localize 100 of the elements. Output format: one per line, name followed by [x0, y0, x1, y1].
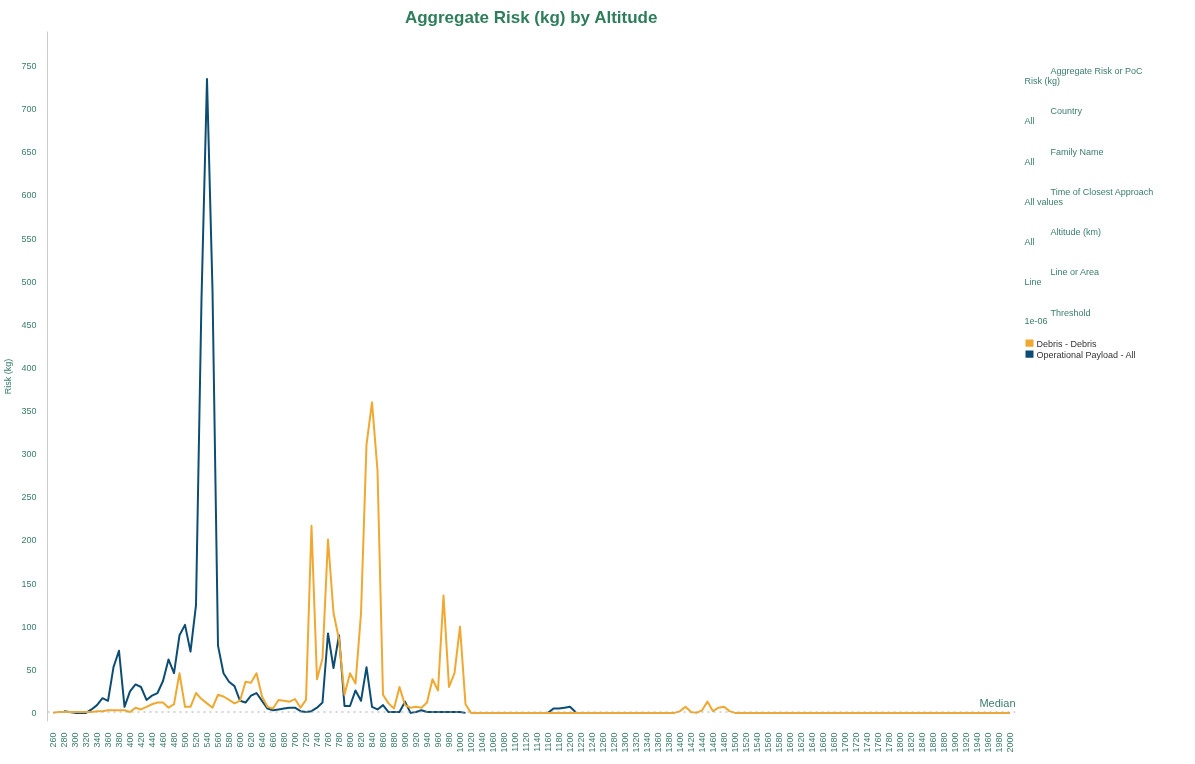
text: All [1024, 156, 1035, 167]
x-tick-label: 920 [411, 732, 421, 748]
x-tick-label: 320 [81, 732, 91, 748]
y-tick-label: 50 [26, 664, 37, 675]
y-tick-label: 250 [21, 492, 37, 503]
x-tick-label: 1180 [554, 732, 564, 752]
x-tick-label: 680 [279, 732, 289, 748]
x-tick-label: 980 [444, 732, 454, 748]
x-tick-label: 1900 [950, 732, 960, 753]
x-tick-label: 1540 [752, 732, 762, 753]
y-tick-label: 700 [21, 104, 37, 115]
x-tick-label: 1260 [598, 732, 608, 753]
x-tick-label: 1320 [631, 732, 641, 753]
x-tick-label: 260 [48, 732, 58, 748]
x-tick-label: 1560 [763, 732, 773, 753]
x-tick-label: 700 [290, 732, 300, 748]
x-tick-label: 1240 [587, 732, 597, 753]
x-tick-label: 620 [246, 732, 256, 748]
x-tick-label: 1780 [884, 732, 894, 753]
x-tick-label: 1080 [499, 732, 509, 753]
x-tick-label: 300 [70, 732, 80, 748]
x-tick-label: 1420 [686, 732, 696, 753]
x-tick-label: 940 [422, 732, 432, 748]
y-tick-label: 650 [21, 147, 37, 158]
x-tick-label: 600 [235, 732, 245, 748]
text: Family Name [1050, 146, 1104, 157]
text: Threshold [1050, 307, 1091, 318]
x-tick-label: 900 [400, 732, 410, 748]
x-tick-label: 740 [312, 732, 322, 748]
x-tick-label: 1880 [939, 732, 949, 753]
y-tick-label: 750 [21, 61, 37, 71]
x-tick-label: 540 [202, 732, 212, 748]
legend-label: Operational Payload - All [1036, 349, 1136, 360]
x-tick-label: 780 [334, 732, 344, 748]
x-tick-label: 2000 [1005, 732, 1015, 753]
x-tick-label: 1840 [917, 732, 927, 753]
x-tick-label: 1800 [895, 732, 905, 753]
x-tick-label: 1760 [873, 732, 883, 753]
x-tick-label: 1340 [642, 732, 652, 753]
x-tick-label: 820 [356, 732, 366, 748]
x-tick-label: 1620 [796, 732, 806, 753]
x-tick-label: 760 [323, 732, 333, 748]
x-tick-label: 1480 [719, 732, 729, 753]
text: Altitude (km) [1050, 227, 1102, 238]
x-tick-label: 280 [59, 732, 69, 748]
x-tick-label: 1660 [818, 732, 828, 753]
y-tick-label: 300 [21, 449, 37, 460]
x-tick-label: 840 [367, 732, 377, 748]
x-tick-label: 640 [257, 732, 267, 748]
x-tick-label: 960 [433, 732, 443, 748]
x-tick-label: 1820 [906, 732, 916, 753]
x-tick-label: 1440 [697, 732, 707, 753]
x-tick-label: 1000 [455, 732, 465, 753]
text: 1e-06 [1024, 315, 1048, 326]
x-tick-label: 500 [180, 732, 190, 748]
x-tick-label: 800 [345, 732, 355, 748]
legend-label: Debris - Debris [1036, 338, 1098, 349]
x-tick-label: 1360 [653, 732, 663, 753]
y-tick-label: 350 [21, 406, 37, 416]
x-tick-label: 440 [147, 732, 157, 748]
text: Country [1050, 106, 1083, 117]
x-tick-label: 1860 [928, 732, 938, 753]
text: All [1024, 116, 1035, 127]
text: Aggregate Risk or PoC [1050, 66, 1144, 77]
x-tick-label: 1520 [741, 732, 751, 753]
chart-title: Aggregate Risk (kg) by Altitude [404, 7, 658, 27]
x-tick-label: 1400 [675, 732, 685, 753]
x-tick-label: 1200 [565, 732, 575, 753]
x-tick-label: 1280 [609, 732, 619, 753]
text: Time of Closest Approach [1050, 186, 1154, 197]
x-tick-label: 1060 [488, 732, 498, 753]
text: Line [1024, 277, 1042, 288]
x-tick-label: 1140 [532, 732, 542, 752]
x-tick-label: 420 [136, 732, 146, 748]
x-tick-label: 1160 [543, 732, 553, 752]
x-tick-label: 1100 [510, 732, 520, 752]
x-tick-label: 1700 [840, 732, 850, 753]
x-tick-label: 1120 [521, 732, 531, 752]
y-tick-label: 0 [31, 707, 37, 718]
x-tick-label: 1960 [983, 732, 993, 753]
x-tick-label: 1380 [664, 732, 674, 753]
text: All values [1024, 196, 1064, 207]
y-tick-label: 150 [21, 578, 37, 589]
x-tick-label: 1640 [807, 732, 817, 753]
x-tick-label: 1720 [851, 732, 861, 753]
x-tick-label: 1600 [785, 732, 795, 753]
x-tick-label: 1580 [774, 732, 784, 753]
x-tick-label: 1220 [576, 732, 586, 753]
text: Line or Area [1050, 267, 1100, 278]
x-tick-label: 560 [213, 732, 223, 748]
y-tick-label: 100 [21, 621, 37, 632]
x-tick-label: 1300 [620, 732, 630, 753]
x-tick-label: 860 [378, 732, 388, 748]
x-tick-label: 520 [191, 732, 201, 748]
x-tick-label: 660 [268, 732, 278, 748]
x-tick-label: 340 [92, 732, 102, 748]
x-tick-label: 1940 [972, 732, 982, 753]
y-tick-label: 400 [21, 362, 37, 373]
y-tick-label: 600 [21, 190, 37, 201]
x-tick-label: 720 [301, 732, 311, 748]
